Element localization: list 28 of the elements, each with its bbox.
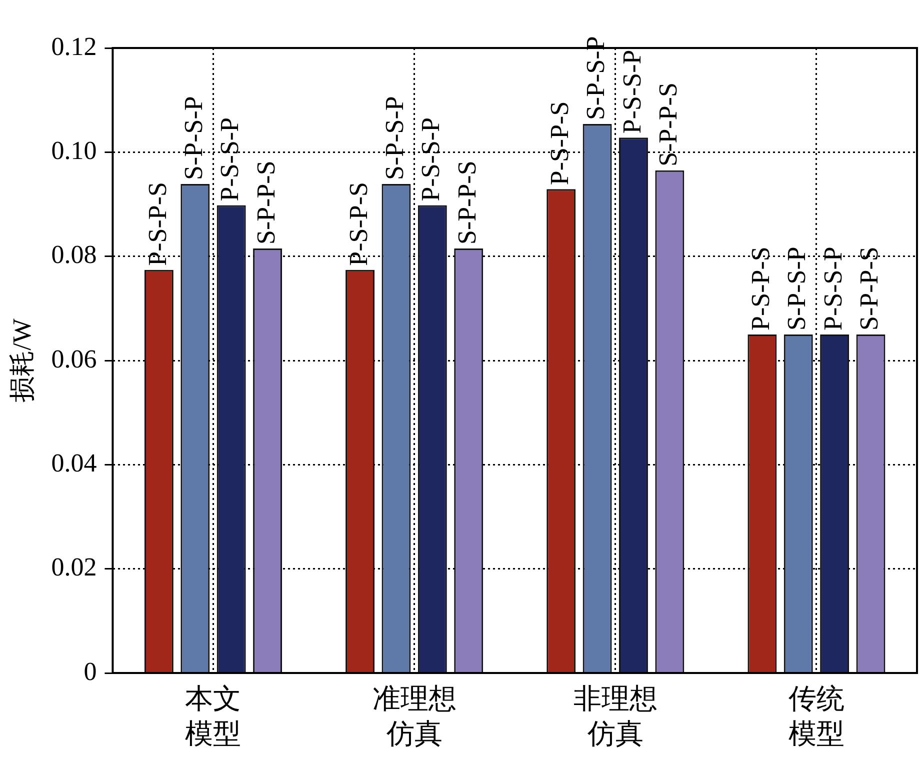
- text: P-S-P-S: [544, 101, 574, 186]
- text: P-S-P-S: [142, 182, 172, 266]
- text: P-S-S-P: [416, 117, 446, 202]
- x-tick-label: 准理想仿真: [372, 684, 456, 750]
- y-axis-title: 损耗/W: [7, 318, 36, 402]
- text: P-S-P-S: [344, 182, 373, 266]
- text: P-S-P-S: [746, 246, 775, 330]
- text: P-S-S-P: [818, 246, 848, 330]
- text: S-P-S-P: [178, 96, 208, 180]
- y-tick-label: 0.02: [51, 552, 97, 582]
- y-tick-label: 0.06: [51, 344, 97, 374]
- y-tick-label: 0.04: [51, 448, 97, 478]
- x-tick-label: 本文模型: [185, 684, 242, 750]
- y-tick-label: 0.10: [51, 136, 97, 165]
- y-tick-label: 0.08: [51, 240, 97, 270]
- text: S-P-P-S: [854, 246, 884, 330]
- text: S-P-S-P: [380, 96, 410, 180]
- text: P-S-S-P: [215, 117, 244, 202]
- text: P-S-S-P: [617, 50, 646, 134]
- y-tick-label: 0: [84, 656, 97, 686]
- text: S-P-P-S: [452, 160, 482, 245]
- x-tick-label: 传统模型: [788, 684, 844, 750]
- y-tick-label: 0.12: [51, 32, 97, 61]
- text: S-P-P-S: [251, 160, 280, 245]
- x-tick-label: 非理想仿真: [573, 684, 658, 750]
- text: S-P-S-P: [782, 246, 812, 330]
- text: S-P-P-S: [654, 82, 683, 166]
- text: S-P-S-P: [581, 36, 610, 120]
